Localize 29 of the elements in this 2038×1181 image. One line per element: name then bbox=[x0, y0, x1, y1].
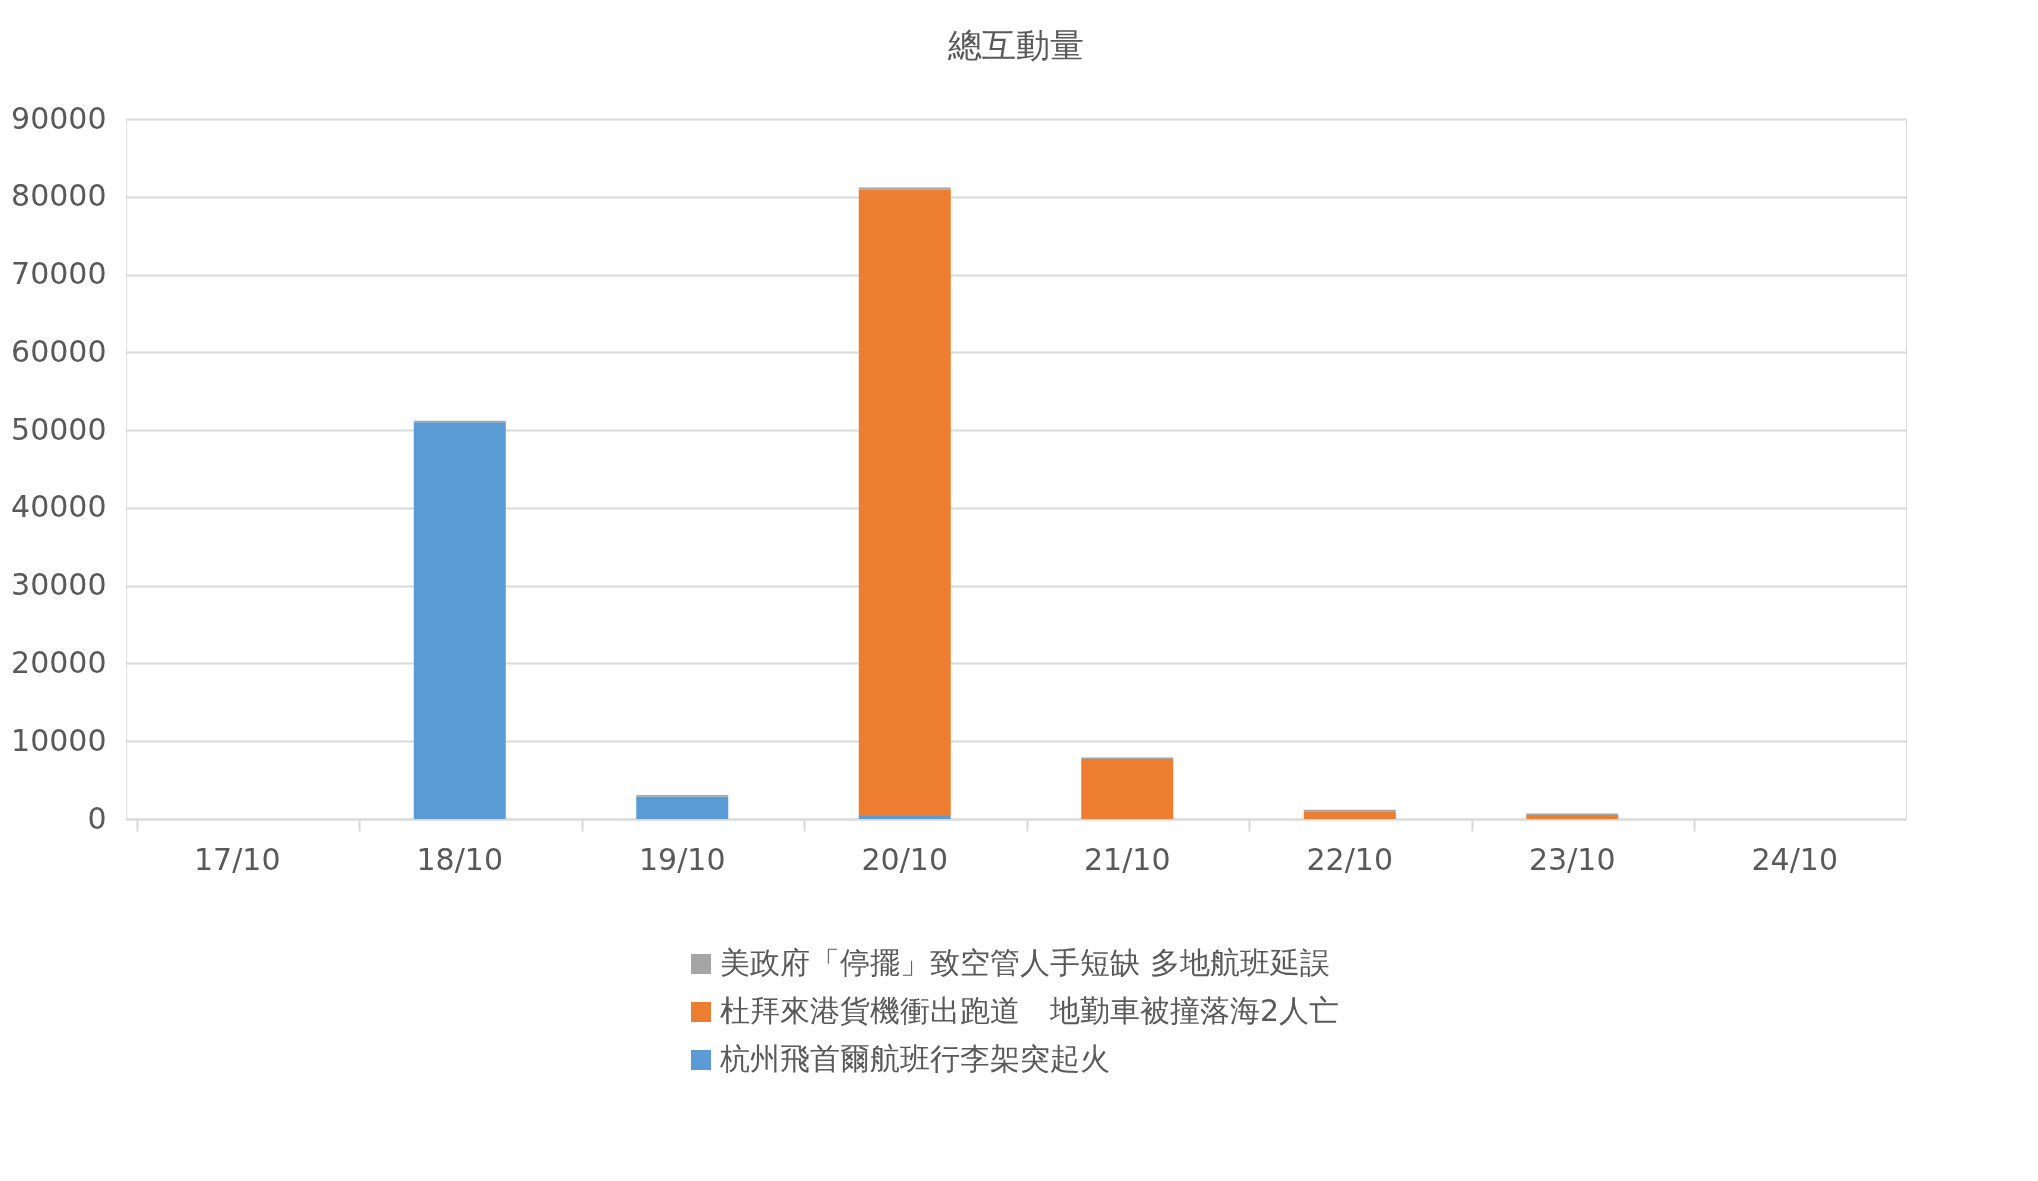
x-tick-label: 17/10 bbox=[194, 841, 281, 877]
bar bbox=[858, 189, 951, 816]
x-tick-label: 19/10 bbox=[639, 841, 726, 877]
y-tick-label: 90000 bbox=[11, 100, 107, 136]
bar bbox=[636, 796, 729, 819]
x-tick-label: 23/10 bbox=[1529, 841, 1616, 877]
y-tick-label: 60000 bbox=[11, 333, 107, 369]
x-tick-label: 22/10 bbox=[1306, 841, 1393, 877]
bar bbox=[1081, 759, 1174, 819]
y-tick-label: 70000 bbox=[11, 256, 107, 292]
y-tick-label: 20000 bbox=[11, 644, 107, 680]
bar bbox=[1303, 811, 1396, 819]
chart-title: 總互動量 bbox=[947, 25, 1084, 65]
bar bbox=[858, 187, 951, 190]
legend-label: 杭州飛首爾航班行李架突起火 bbox=[719, 1041, 1110, 1076]
bar bbox=[413, 422, 506, 819]
y-tick-label: 40000 bbox=[11, 489, 107, 525]
legend-label: 美政府「停擺」致空管人手短缺 多地航班延誤 bbox=[720, 945, 1330, 980]
legend-label: 杜拜來港貨機衝出跑道 地勤車被撞落海2人亡 bbox=[720, 993, 1340, 1028]
y-tick-label: 50000 bbox=[11, 411, 107, 447]
x-tick-label: 24/10 bbox=[1751, 841, 1838, 877]
y-tick-label: 0 bbox=[87, 800, 107, 836]
y-tick-label: 30000 bbox=[11, 567, 107, 603]
x-tick-label: 21/10 bbox=[1084, 841, 1171, 877]
x-tick-label: 18/10 bbox=[416, 841, 503, 877]
bar bbox=[858, 815, 951, 819]
y-tick-label: 80000 bbox=[11, 178, 107, 214]
x-tick-label: 20/10 bbox=[861, 841, 948, 877]
y-tick-label: 10000 bbox=[11, 722, 107, 758]
